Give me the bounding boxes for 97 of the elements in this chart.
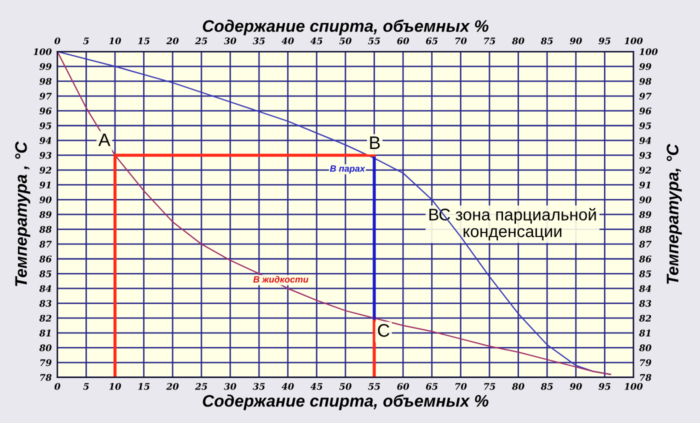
x-tick-label: 55 <box>368 383 380 390</box>
x-tick-label: 70 <box>455 383 467 390</box>
x-tick-label: 50 <box>339 383 352 390</box>
x-tick-label: 10 <box>109 383 121 390</box>
y-tick-label: 85 <box>39 270 52 278</box>
y2-axis-title: Температура, °С <box>666 144 682 284</box>
y-tick-label: 90 <box>40 196 52 204</box>
x-tick-label: 100 <box>624 383 643 390</box>
y2-tick-label: 82 <box>639 314 652 322</box>
y2-tick-label: 89 <box>639 211 652 218</box>
y-tick-label: 83 <box>39 300 52 307</box>
y-tick-label: 99 <box>40 63 52 70</box>
y2-tick-label: 94 <box>639 137 652 144</box>
x-tick-label: 35 <box>252 383 265 390</box>
y2-tick-label: 100 <box>640 48 658 56</box>
x-tick-label: 65 <box>426 383 438 390</box>
y-tick-label: 93 <box>40 152 52 159</box>
y2-tick-label: 80 <box>639 344 652 352</box>
x2-tick-label: 20 <box>166 37 179 44</box>
x-tick-label: 30 <box>224 383 236 390</box>
x2-tick-label: 10 <box>109 37 121 44</box>
x2-tick-label: 70 <box>455 37 467 44</box>
x2-tick-label: 100 <box>624 37 643 44</box>
x2-tick-label: 65 <box>426 37 438 44</box>
x-tick-label: 80 <box>512 383 524 390</box>
y2-tick-label: 92 <box>639 166 652 174</box>
y2-tick-label: 99 <box>639 63 652 70</box>
x2-tick-label: 50 <box>339 37 352 44</box>
y-tick-label: 100 <box>34 48 52 56</box>
y-tick-label: 92 <box>40 166 52 174</box>
y-tick-label: 89 <box>39 211 52 218</box>
y-tick-label: 86 <box>39 256 52 262</box>
y2-tick-label: 84 <box>639 285 652 292</box>
y-tick-label: 84 <box>39 285 52 292</box>
x-tick-label: 0 <box>54 383 60 390</box>
x2-tick-label: 80 <box>512 37 524 44</box>
y2-tick-label: 86 <box>639 256 652 262</box>
annotation: В жидкости <box>253 276 308 283</box>
y2-tick-label: 95 <box>639 122 652 130</box>
x-tick-label: 20 <box>166 383 179 390</box>
x-tick-label: 45 <box>310 383 322 390</box>
y2-tick-label: 85 <box>639 270 652 278</box>
y2-tick-label: 83 <box>639 300 652 307</box>
x-tick-label: 40 <box>282 383 294 390</box>
x2-tick-label: 25 <box>195 37 208 44</box>
y-tick-label: 97 <box>40 92 52 100</box>
y-tick-label: 79 <box>40 359 52 366</box>
y2-tick-label: 79 <box>640 359 652 366</box>
x-tick-label: 25 <box>195 383 208 390</box>
y-tick-label: 82 <box>39 314 52 322</box>
annotation: В парах <box>330 165 366 174</box>
x-tick-label: 85 <box>540 383 553 390</box>
y2-tick-label: 98 <box>639 78 652 85</box>
x2-tick-label: 75 <box>484 38 496 44</box>
y-axis-title: Температура , °С <box>15 141 30 286</box>
y2-tick-label: 88 <box>639 226 652 233</box>
y-tick-label: 87 <box>39 240 52 248</box>
x2-tick-label: 85 <box>540 37 553 44</box>
x-tick-label: 75 <box>484 383 496 390</box>
x-tick-label: 60 <box>397 383 410 390</box>
y-tick-label: 94 <box>40 137 52 144</box>
annotation: B <box>370 136 380 149</box>
x-tick-label: 5 <box>83 383 89 390</box>
x2-tick-label: 0 <box>54 37 60 44</box>
y-tick-label: 91 <box>40 182 50 188</box>
y2-tick-label: 87 <box>639 240 652 248</box>
x2-tick-label: 35 <box>252 37 265 44</box>
y2-tick-label: 81 <box>639 330 650 336</box>
x-axis-title: Содержание спирта, объемных % <box>202 394 488 410</box>
annotation: C <box>378 324 390 337</box>
x-tick-label: 95 <box>598 383 610 390</box>
x2-axis-title: Содержание спирта, объемных % <box>202 20 488 36</box>
x2-tick-label: 95 <box>598 37 610 44</box>
y2-tick-label: 97 <box>639 92 652 100</box>
y2-tick-label: 91 <box>639 182 650 188</box>
x2-tick-label: 55 <box>368 38 380 44</box>
x2-tick-label: 15 <box>138 37 150 44</box>
x2-tick-label: 90 <box>570 37 582 44</box>
y-tick-label: 78 <box>40 374 52 381</box>
y-tick-label: 98 <box>40 78 52 85</box>
y2-tick-label: 96 <box>639 108 652 114</box>
annotation: A <box>98 134 110 146</box>
x2-tick-label: 60 <box>397 37 410 44</box>
y-tick-label: 80 <box>39 344 52 352</box>
x2-tick-label: 40 <box>282 37 294 44</box>
y2-tick-label: 90 <box>639 196 652 204</box>
x2-tick-label: 5 <box>83 38 89 44</box>
y-tick-label: 81 <box>39 330 50 336</box>
y-tick-label: 88 <box>39 226 52 233</box>
x2-tick-label: 30 <box>224 37 236 44</box>
y-tick-label: 95 <box>40 122 52 130</box>
y2-tick-label: 78 <box>640 374 652 381</box>
x-tick-label: 90 <box>570 383 582 390</box>
x-tick-label: 15 <box>138 383 150 390</box>
y2-tick-label: 93 <box>639 152 652 159</box>
x2-tick-label: 45 <box>310 37 322 44</box>
y-tick-label: 96 <box>40 108 52 114</box>
